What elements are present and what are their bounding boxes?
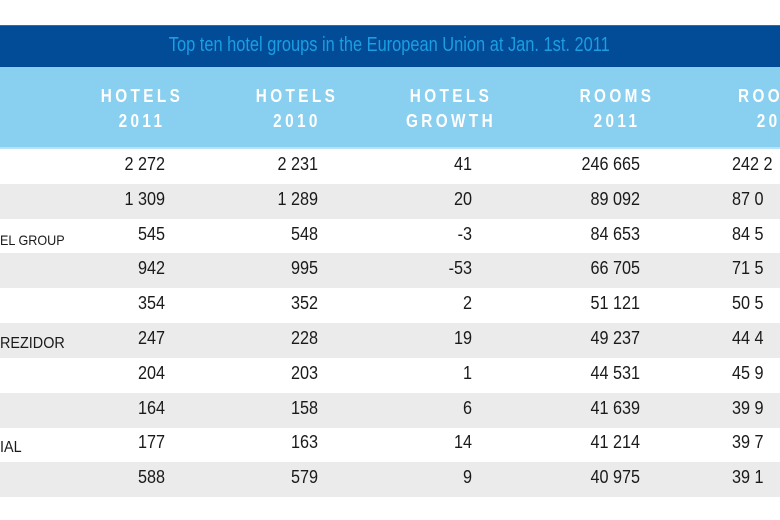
header-line: ROOMS xyxy=(579,86,655,106)
cell-growth: 19 xyxy=(453,328,472,348)
cell-rooms-2011: 49 237 xyxy=(590,328,640,348)
group-name: IAL xyxy=(0,439,22,457)
cell-hotels-2011: 354 xyxy=(137,293,165,314)
header-line: 20 xyxy=(756,111,780,131)
table-row: 204 203 1 44 531 45 9 xyxy=(0,358,780,393)
header-hotels-growth: HOTELS GROWTH xyxy=(387,84,515,134)
header-line: HOTELS xyxy=(100,86,184,106)
cell-rooms-2010: 242 2 xyxy=(732,154,773,174)
cell-rooms-2011: 84 653 xyxy=(590,223,640,244)
cell-hotels-2011: 247 xyxy=(137,328,165,348)
cell-growth: -3 xyxy=(457,223,472,244)
cell-hotels-2011: 1 309 xyxy=(124,188,165,209)
cell-hotels-2010: 203 xyxy=(290,362,318,383)
table-row: 2 272 2 231 41 246 665 242 2 xyxy=(0,149,780,184)
header-line: 2010 xyxy=(273,111,321,131)
cell-hotels-2010: 1 289 xyxy=(277,188,318,209)
header-rooms-2011: ROOMS 2011 xyxy=(553,84,681,134)
table-row: IAL 177 163 14 41 214 39 7 xyxy=(0,427,780,462)
cell-rooms-2011: 246 665 xyxy=(581,154,640,174)
table-row: EL GROUP 545 548 -3 84 653 84 5 xyxy=(0,219,780,254)
cell-rooms-2010: 39 1 xyxy=(732,467,764,488)
cell-rooms-2011: 41 639 xyxy=(590,397,640,418)
cell-rooms-2010: 84 5 xyxy=(732,223,764,244)
cell-rooms-2010: 44 4 xyxy=(732,328,764,348)
table-row: REZIDOR 247 228 19 49 237 44 4 xyxy=(0,323,780,358)
table-title: Top ten hotel groups in the European Uni… xyxy=(168,34,610,56)
cell-hotels-2010: 2 231 xyxy=(277,154,318,174)
cell-hotels-2010: 995 xyxy=(290,258,318,279)
cell-hotels-2010: 163 xyxy=(290,432,318,453)
cell-rooms-2010: 71 5 xyxy=(732,258,764,279)
cell-rooms-2010: 45 9 xyxy=(732,362,764,383)
cell-hotels-2011: 545 xyxy=(137,223,165,244)
header-line: 2011 xyxy=(593,111,641,131)
cell-hotels-2011: 942 xyxy=(137,258,165,279)
cell-hotels-2010: 548 xyxy=(290,223,318,244)
cell-growth: 20 xyxy=(453,188,472,209)
group-name: EL GROUP xyxy=(0,231,65,248)
cell-growth: 6 xyxy=(462,397,472,418)
cell-growth: 1 xyxy=(462,362,472,383)
cell-rooms-2010: 39 7 xyxy=(732,432,764,453)
cell-hotels-2010: 579 xyxy=(290,467,318,488)
table-header: HOTELS 2011 HOTELS 2010 HOTELS GROWTH ROOMS… xyxy=(0,67,780,149)
header-line: GROWTH xyxy=(405,111,497,131)
cell-rooms-2011: 40 975 xyxy=(590,467,640,488)
cell-hotels-2010: 352 xyxy=(290,293,318,314)
table-row: 942 995 -53 66 705 71 5 xyxy=(0,253,780,289)
cell-hotels-2010: 228 xyxy=(290,328,318,348)
cell-growth: -53 xyxy=(448,258,472,279)
cell-hotels-2011: 588 xyxy=(137,467,165,488)
header-line: 2011 xyxy=(118,111,166,131)
cell-rooms-2010: 39 9 xyxy=(732,397,764,418)
cell-hotels-2011: 2 272 xyxy=(124,154,165,174)
header-hotels-2010: HOTELS 2010 xyxy=(233,84,361,134)
cell-growth: 9 xyxy=(462,467,472,488)
cell-growth: 2 xyxy=(462,293,472,314)
cell-hotels-2011: 204 xyxy=(137,362,165,383)
cell-growth: 41 xyxy=(453,154,472,174)
header-line: HOTELS xyxy=(255,86,339,106)
cell-rooms-2011: 44 531 xyxy=(590,362,640,383)
cell-growth: 14 xyxy=(453,432,472,453)
table-row: 1 309 1 289 20 89 092 87 0 xyxy=(0,183,780,219)
header-line: ROO xyxy=(738,86,780,106)
table-row: 588 579 9 40 975 39 1 xyxy=(0,462,780,498)
table-row: 354 352 2 51 121 50 5 xyxy=(0,288,780,323)
table-row: 164 158 6 41 639 39 9 xyxy=(0,392,780,428)
header-line: HOTELS xyxy=(409,86,493,106)
cell-hotels-2011: 177 xyxy=(137,432,165,453)
cell-hotels-2010: 158 xyxy=(290,397,318,418)
cell-rooms-2011: 89 092 xyxy=(590,188,640,209)
cell-hotels-2011: 164 xyxy=(137,397,165,418)
group-name: REZIDOR xyxy=(0,335,65,352)
cell-rooms-2010: 87 0 xyxy=(732,188,764,209)
header-hotels-2011: HOTELS 2011 xyxy=(78,84,206,134)
header-rooms-2010: ROO 20 xyxy=(738,84,780,134)
table-title-bar: Top ten hotel groups in the European Uni… xyxy=(0,25,780,68)
cell-rooms-2011: 41 214 xyxy=(590,432,640,453)
cell-rooms-2011: 51 121 xyxy=(590,293,640,314)
cell-rooms-2011: 66 705 xyxy=(590,258,640,279)
cell-rooms-2010: 50 5 xyxy=(732,293,764,314)
